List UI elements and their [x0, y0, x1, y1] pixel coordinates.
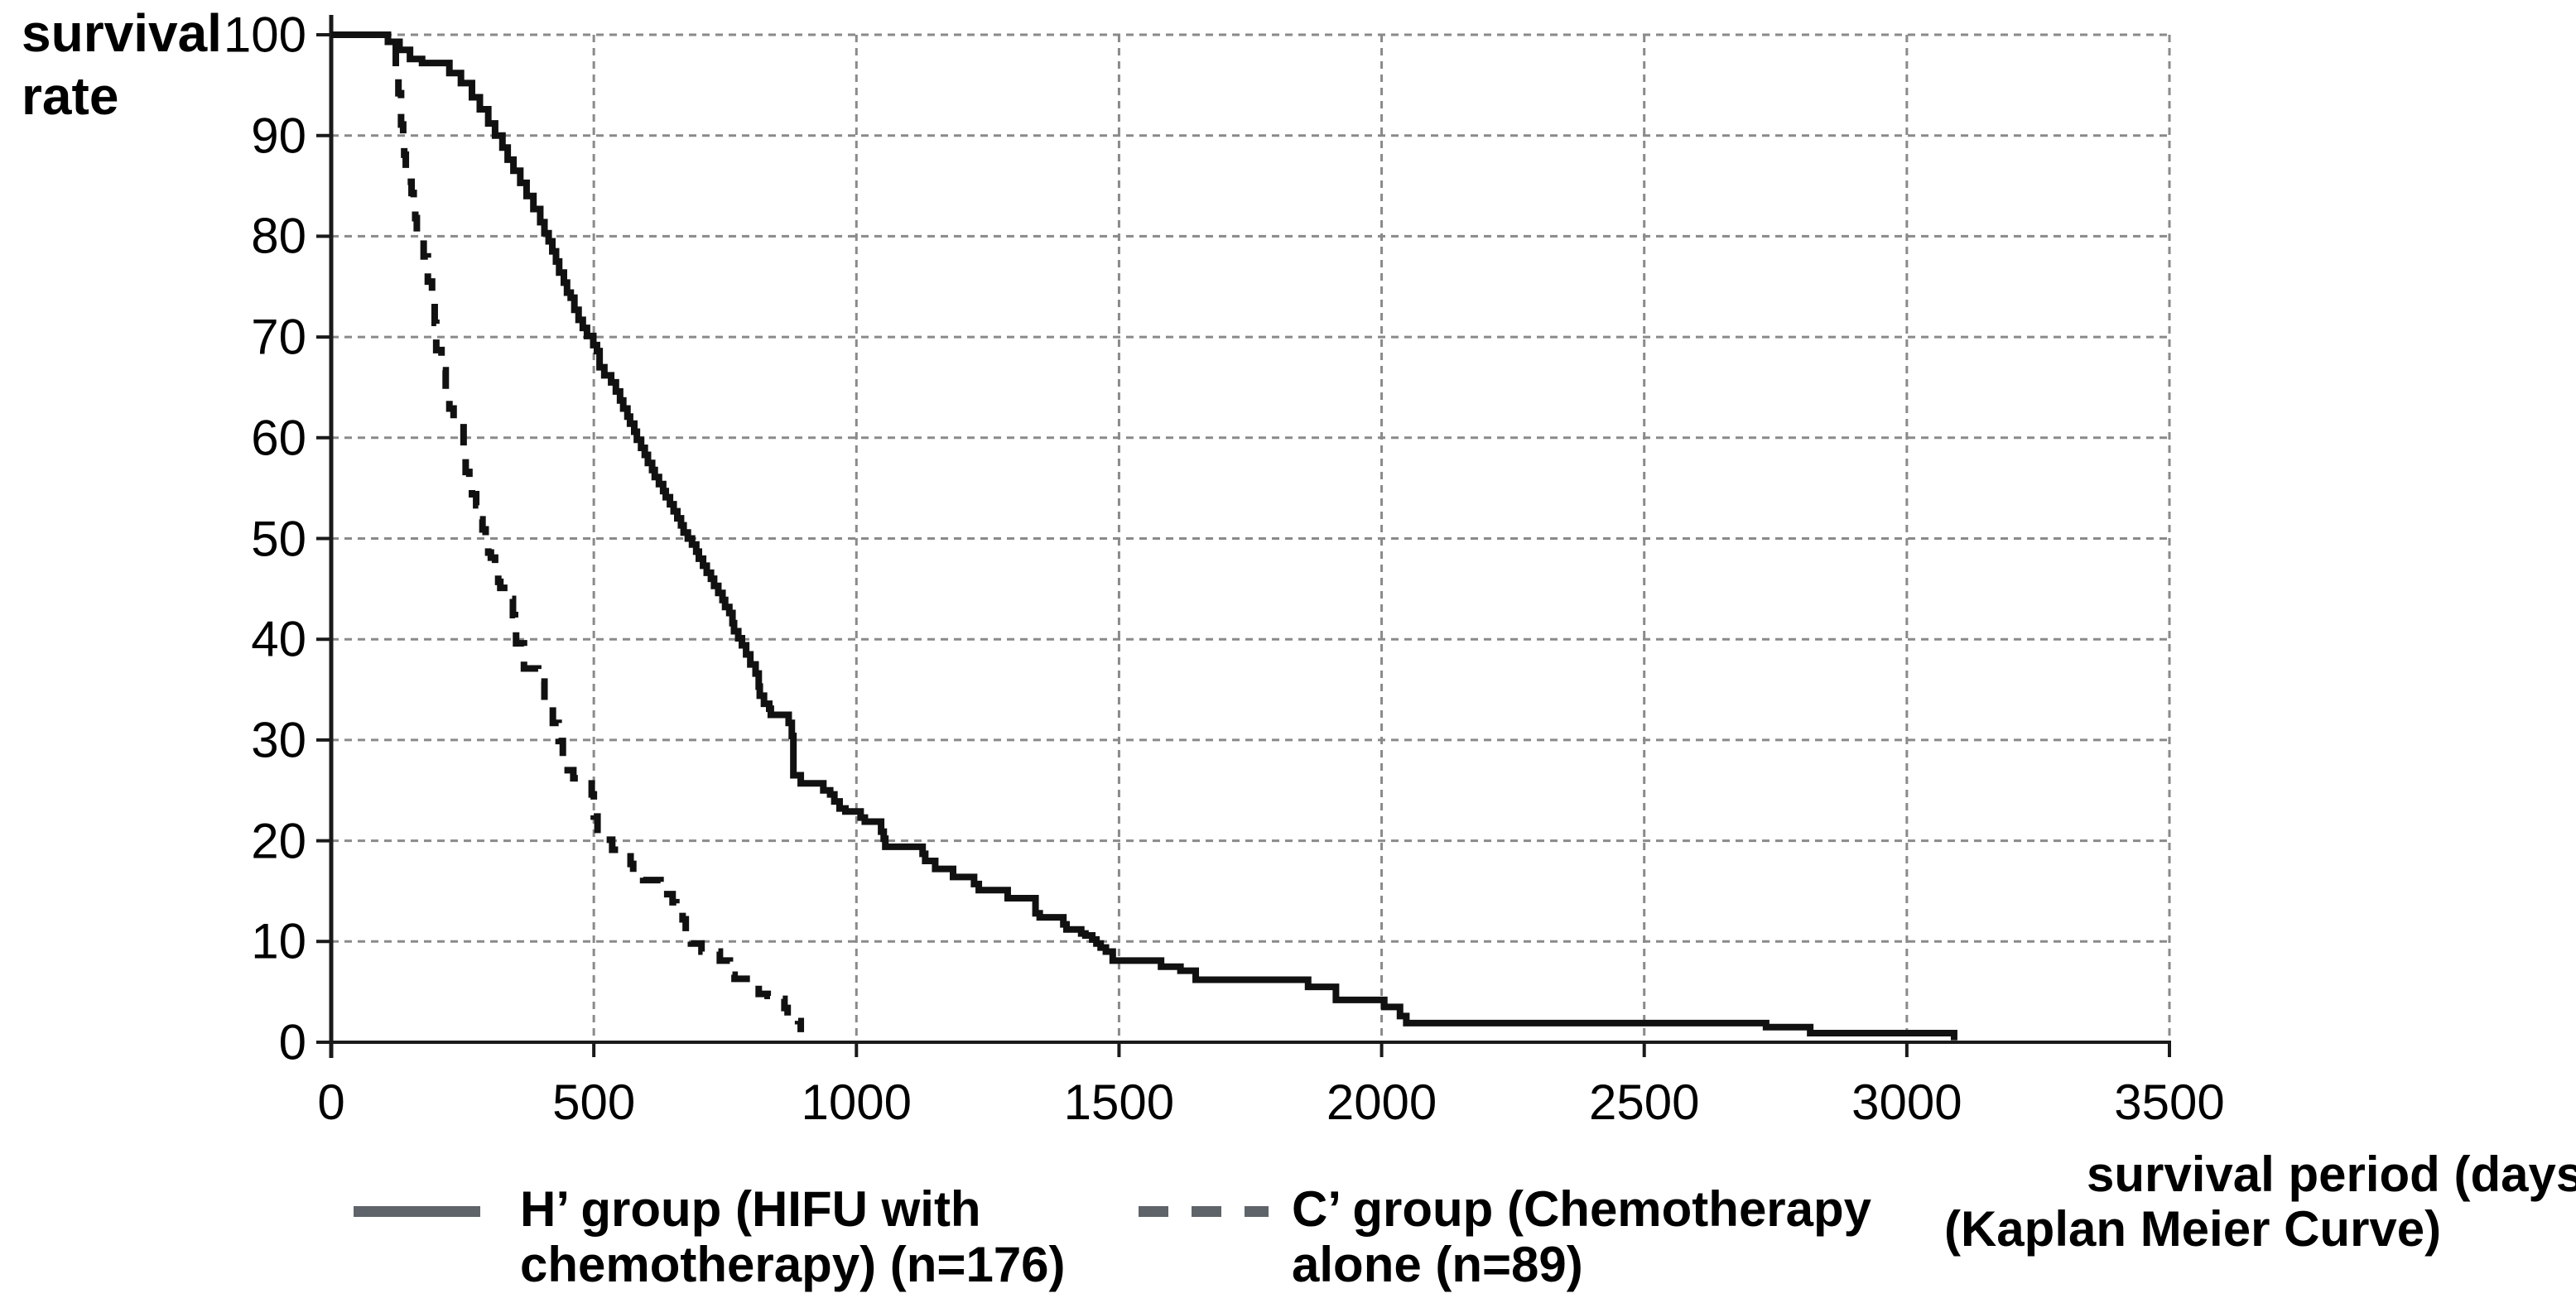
y-tick-label: 70: [251, 309, 306, 365]
x-tick-label: 3000: [1851, 1075, 1962, 1130]
legend-dashed-line-sample: [1139, 1206, 1269, 1217]
y-tick-label: 60: [251, 410, 306, 466]
y-tick-label: 90: [251, 108, 306, 164]
y-tick-label: 80: [251, 208, 306, 264]
legend-label-chemo: C’ group (Chemotherapy alone (n=89): [1292, 1181, 1871, 1292]
x-tick-label: 0: [317, 1075, 345, 1130]
x-tick-label: 1000: [801, 1075, 912, 1130]
x-tick-label: 3500: [2114, 1075, 2225, 1130]
y-tick-label: 40: [251, 611, 306, 667]
legend-label-line: H’ group (HIFU with: [520, 1181, 981, 1237]
x-axis-title: survival period (days): [2087, 1147, 2576, 1202]
legend-solid-line-sample: [354, 1206, 480, 1217]
legend-label-hifu: H’ group (HIFU with chemotherapy) (n=176): [520, 1181, 1066, 1292]
x-tick-label: 1500: [1063, 1075, 1175, 1130]
y-tick-label: 100: [223, 7, 306, 63]
y-tick-label: 20: [251, 813, 306, 869]
legend-label-line: chemotherapy) (n=176): [520, 1237, 1066, 1292]
y-tick-label: 30: [251, 712, 306, 768]
hifu-survival-curve: [331, 31, 1957, 1041]
x-axis-subtitle: (Kaplan Meier Curve): [1944, 1201, 2442, 1257]
x-tick-label: 2500: [1588, 1075, 1700, 1130]
legend-label-line: C’ group (Chemotherapy: [1292, 1181, 1872, 1237]
y-tick-label: 10: [251, 913, 306, 969]
y-tick-label: 0: [278, 1014, 306, 1070]
legend-label-line: alone (n=89): [1292, 1237, 1583, 1292]
x-tick-label: 500: [552, 1075, 636, 1130]
y-tick-label: 50: [251, 511, 306, 566]
y-axis-title: survival rate: [22, 3, 222, 126]
chemo-survival-curve: [331, 31, 805, 1032]
x-tick-label: 2000: [1326, 1075, 1437, 1130]
